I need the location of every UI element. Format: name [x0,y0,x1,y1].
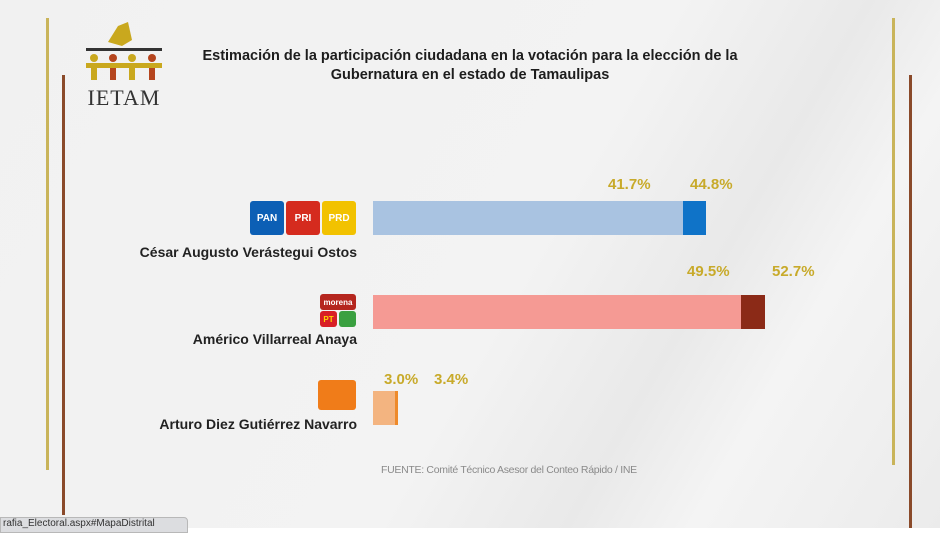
candidate-name: Américo Villarreal Anaya [192,331,357,347]
party-logo-pri: PRI [286,201,320,235]
ietam-logo: IETAM [82,20,166,109]
bar-lower-estimate [373,201,684,235]
data-label-lower: 41.7% [608,176,651,193]
bar-lower-estimate [373,295,742,329]
decorative-line [892,18,895,465]
party-logo-pt: PT [320,311,337,327]
decorative-line [62,75,65,515]
data-label-upper: 3.4% [434,371,469,388]
data-label-upper: 44.8% [690,176,733,193]
bar-upper-range [683,201,707,235]
source-note: FUENTE: Comité Técnico Asesor del Conteo… [381,464,637,476]
chart-title: Estimación de la participación ciudadana… [202,48,738,83]
party-logo-prd: PRD [322,201,356,235]
decorative-line [909,75,912,528]
data-label-lower: 49.5% [687,263,730,280]
candidate-name: César Augusto Verástegui Ostos [139,244,357,260]
party-logo-movimiento-ciudadano: Movimiento Ciudadano [318,380,356,410]
party-logo-morena: morena [320,294,356,310]
bar-upper-range [395,391,399,425]
data-label-lower: 3.0% [384,371,419,388]
bar-lower-estimate [373,391,396,425]
candidate-name: Arturo Diez Gutiérrez Navarro [159,416,357,432]
data-label-upper: 52.7% [772,263,815,280]
party-logo-verde: Verde [339,311,356,327]
logo-text: IETAM [87,85,161,110]
decorative-line [46,18,49,470]
bar-upper-range [741,295,766,329]
party-logo-pan: PAN [250,201,284,235]
status-bar-url: rafia_Electoral.aspx#MapaDistrital [0,517,188,533]
